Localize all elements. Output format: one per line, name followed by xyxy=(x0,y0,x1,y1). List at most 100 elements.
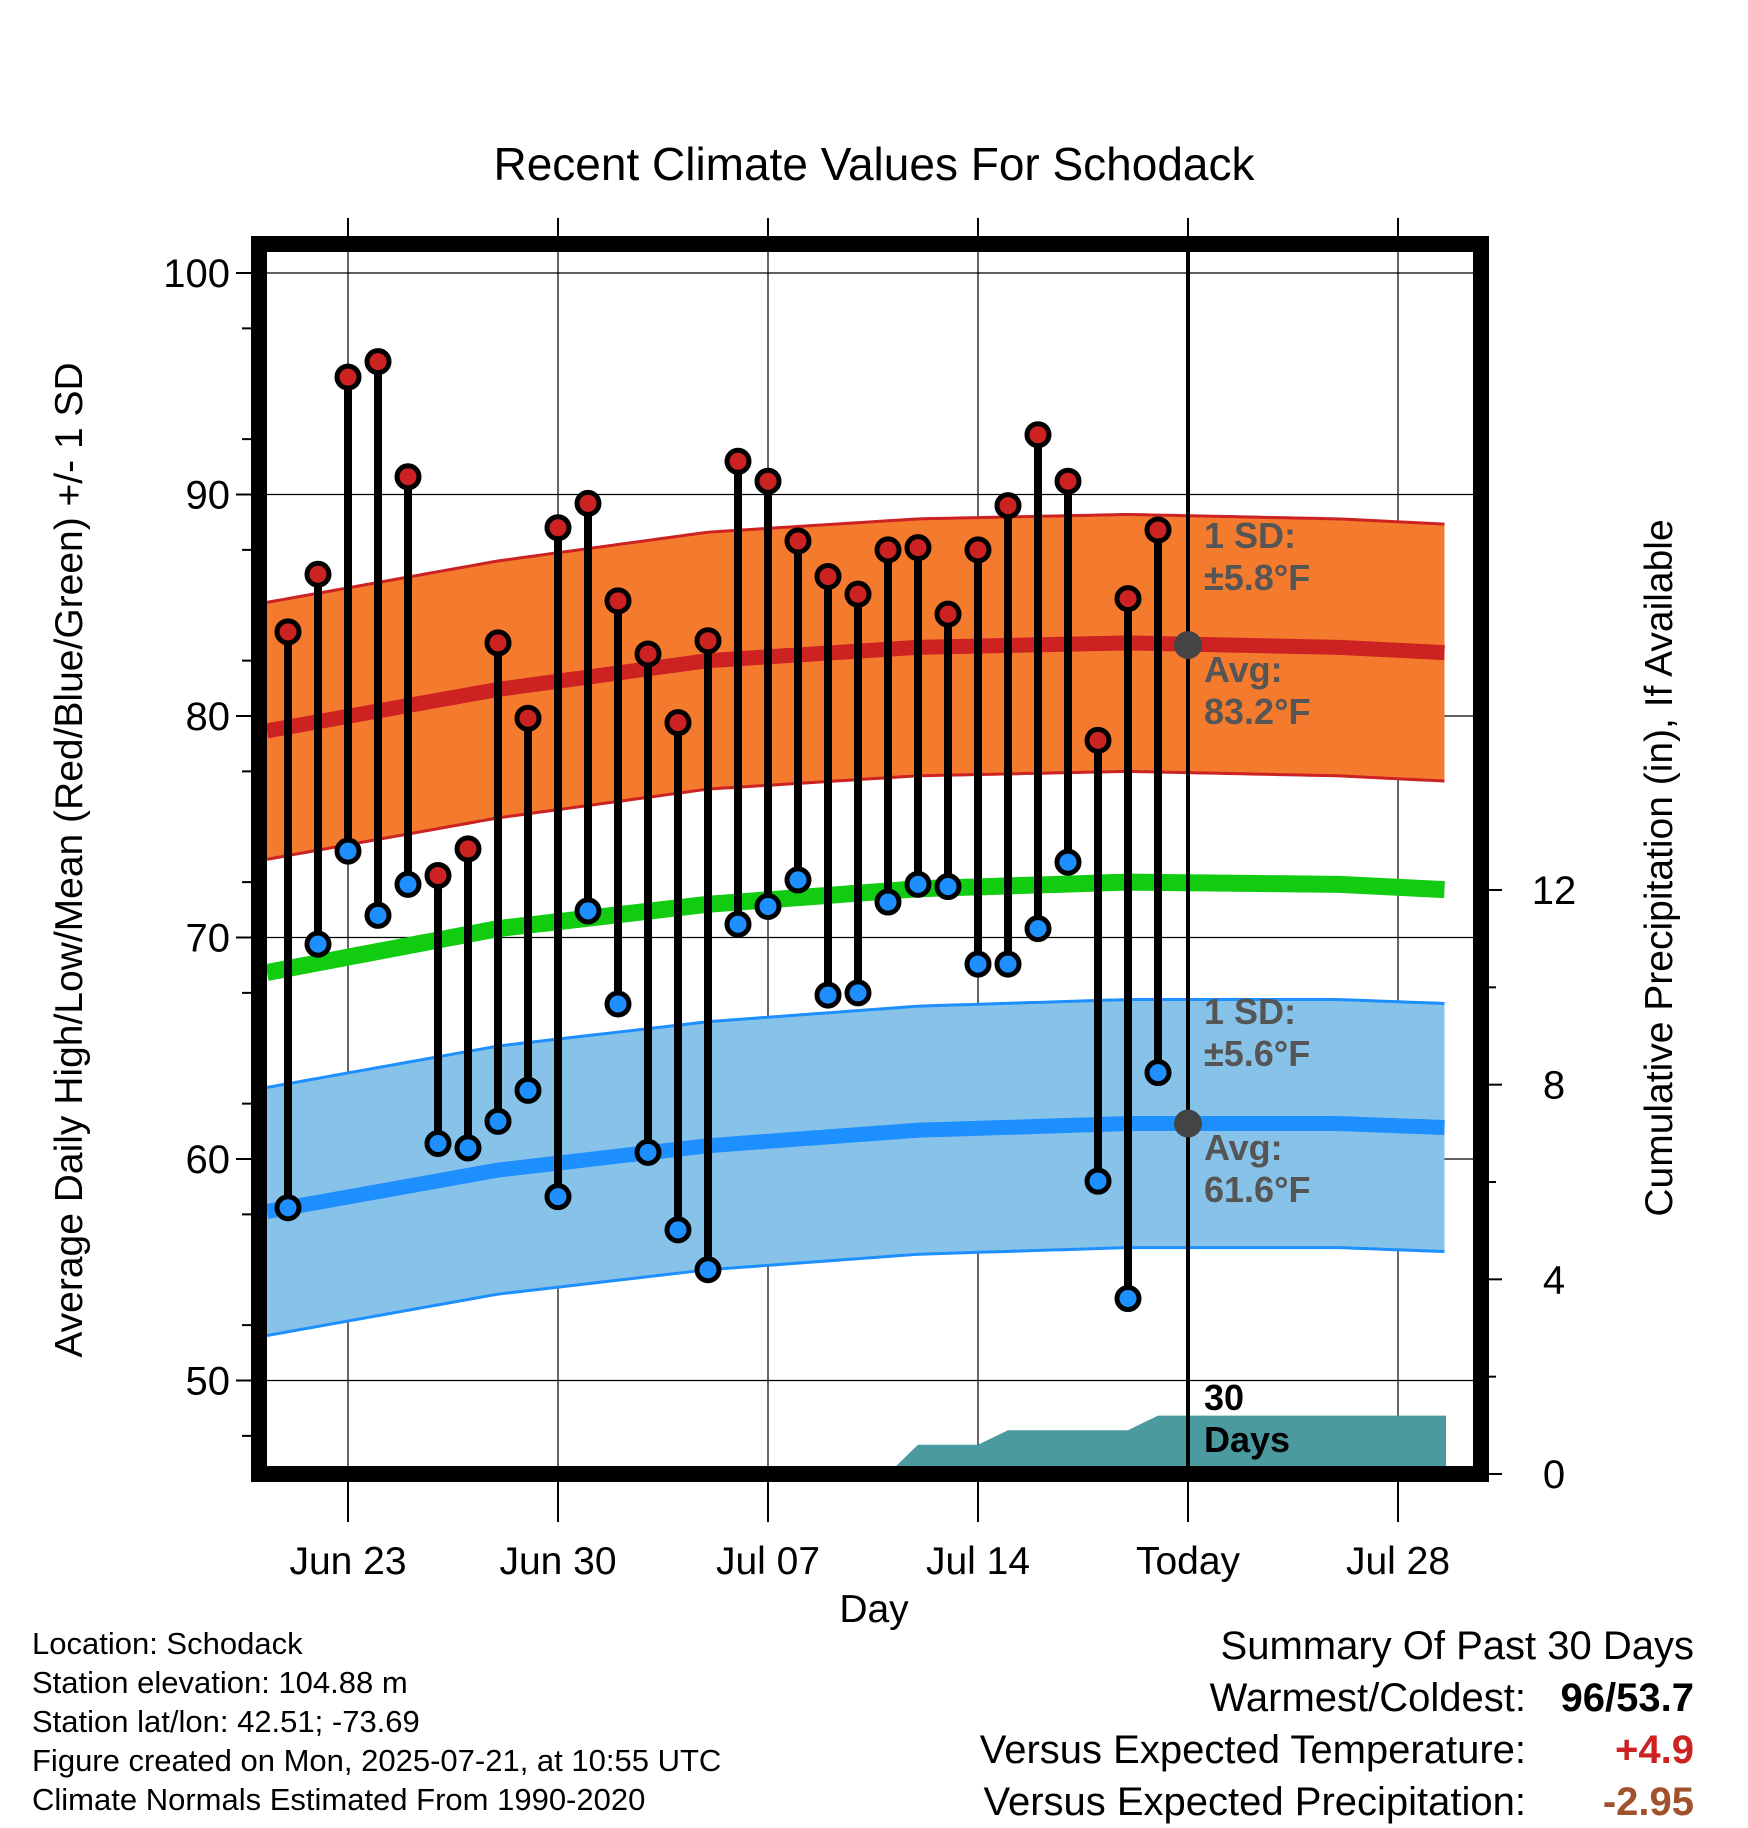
y2-tick-label: 12 xyxy=(1532,869,1577,913)
high-marker xyxy=(904,534,932,562)
low-marker xyxy=(334,837,362,865)
low-sd-value: ±5.6°F xyxy=(1204,1033,1310,1074)
summary-title: Summary Of Past 30 Days xyxy=(1220,1624,1694,1668)
high-marker xyxy=(334,363,362,391)
high-marker xyxy=(304,560,332,588)
high-marker xyxy=(784,527,812,555)
elevation-text: Station elevation: 104.88 m xyxy=(32,1665,408,1700)
low-avg-value: 61.6°F xyxy=(1204,1169,1310,1210)
low-marker xyxy=(814,981,842,1009)
high-band-upper xyxy=(266,512,1445,604)
warmest-label: Warmest/Coldest: xyxy=(1209,1676,1526,1720)
low-marker xyxy=(274,1194,302,1222)
high-marker xyxy=(844,580,872,608)
low-marker xyxy=(304,930,332,958)
y2-axis-label: Cumulative Precipitation (in), If Availa… xyxy=(1638,519,1681,1216)
high-marker xyxy=(724,447,752,475)
low-marker xyxy=(994,950,1022,978)
high-marker xyxy=(1144,516,1172,544)
low-marker xyxy=(934,873,962,901)
low-marker xyxy=(694,1256,722,1284)
window-label-number: 30 xyxy=(1204,1377,1244,1418)
low-marker xyxy=(1054,848,1082,876)
temp-anomaly-value: +4.9 xyxy=(1615,1728,1694,1772)
low-marker xyxy=(874,888,902,916)
high-marker xyxy=(634,640,662,668)
high-marker xyxy=(754,467,782,495)
summary-block: Summary Of Past 30 Days Warmest/Coldest:… xyxy=(980,1620,1694,1828)
low-marker xyxy=(904,870,932,898)
low-marker xyxy=(664,1216,692,1244)
plot-frame xyxy=(251,236,1489,1482)
low-marker xyxy=(454,1134,482,1162)
low-marker xyxy=(1144,1059,1172,1087)
precip-anomaly-label: Versus Expected Precipitation: xyxy=(983,1780,1526,1824)
high-marker xyxy=(544,514,572,542)
precip-area xyxy=(888,1415,1446,1474)
y-tick-label: 60 xyxy=(186,1138,231,1182)
low-marker xyxy=(394,870,422,898)
low-band-lower xyxy=(266,1246,1445,1338)
low-marker xyxy=(784,866,812,894)
high-sd-value: ±5.8°F xyxy=(1204,557,1310,598)
temp-anomaly-label: Versus Expected Temperature: xyxy=(979,1728,1526,1772)
y-tick-label: 80 xyxy=(186,695,231,739)
low-marker xyxy=(514,1076,542,1104)
high-marker xyxy=(394,463,422,491)
high-marker xyxy=(454,835,482,863)
y-tick-label: 90 xyxy=(186,474,231,518)
low-marker xyxy=(574,897,602,925)
summary-warmest-row: Warmest/Coldest: 96/53.7 xyxy=(980,1672,1694,1724)
low-marker xyxy=(844,979,872,1007)
high-marker xyxy=(1114,585,1142,613)
low-marker xyxy=(754,892,782,920)
x-axis-label: Day xyxy=(839,1588,909,1631)
x-tick-label: Jul 14 xyxy=(926,1540,1030,1583)
window-label-days: Days xyxy=(1204,1419,1290,1460)
high-marker xyxy=(964,536,992,564)
latlon-text: Station lat/lon: 42.51; -73.69 xyxy=(32,1704,420,1739)
high-marker xyxy=(1084,726,1112,754)
precip-anomaly-value: -2.95 xyxy=(1602,1780,1694,1824)
daily-range-stems xyxy=(284,361,1162,1299)
low-marker xyxy=(364,901,392,929)
low-marker xyxy=(634,1138,662,1166)
high-marker xyxy=(664,709,692,737)
low-band-upper xyxy=(266,998,1445,1089)
created-text: Figure created on Mon, 2025-07-21, at 10… xyxy=(32,1743,722,1778)
low-avg-label: Avg: xyxy=(1204,1127,1283,1168)
x-tick-label: Jul 07 xyxy=(716,1540,820,1583)
high-marker xyxy=(274,618,302,646)
high-marker xyxy=(424,861,452,889)
low-sd-label: 1 SD: xyxy=(1204,991,1296,1032)
chart-title: Recent Climate Values For Schodack xyxy=(493,138,1255,190)
daily-markers xyxy=(274,348,1172,1313)
x-tick-label: Jun 23 xyxy=(289,1540,406,1583)
low-marker xyxy=(484,1107,512,1135)
y-tick-label: 100 xyxy=(163,252,230,296)
summary-precip-row: Versus Expected Precipitation: -2.95 xyxy=(980,1776,1694,1828)
station-info: Location: Schodack Station elevation: 10… xyxy=(32,1624,721,1819)
y-tick-label: 50 xyxy=(186,1360,231,1404)
high-marker xyxy=(574,489,602,517)
high-marker xyxy=(874,536,902,564)
low-marker xyxy=(1084,1167,1112,1195)
summary-temp-row: Versus Expected Temperature: +4.9 xyxy=(980,1724,1694,1776)
precip-fill xyxy=(888,1415,1446,1474)
high-marker xyxy=(1024,421,1052,449)
x-tick-label: Jun 30 xyxy=(499,1540,616,1583)
high-marker xyxy=(694,627,722,655)
high-avg-label: Avg: xyxy=(1204,649,1283,690)
high-marker xyxy=(994,492,1022,520)
high-marker xyxy=(364,348,392,376)
low-marker xyxy=(724,910,752,938)
low-normal-line xyxy=(265,1116,1445,1219)
high-avg-value: 83.2°F xyxy=(1204,691,1310,732)
high-marker xyxy=(604,587,632,615)
low-marker xyxy=(544,1183,572,1211)
y2-tick-label: 4 xyxy=(1543,1258,1565,1302)
location-text: Location: Schodack xyxy=(32,1626,303,1661)
